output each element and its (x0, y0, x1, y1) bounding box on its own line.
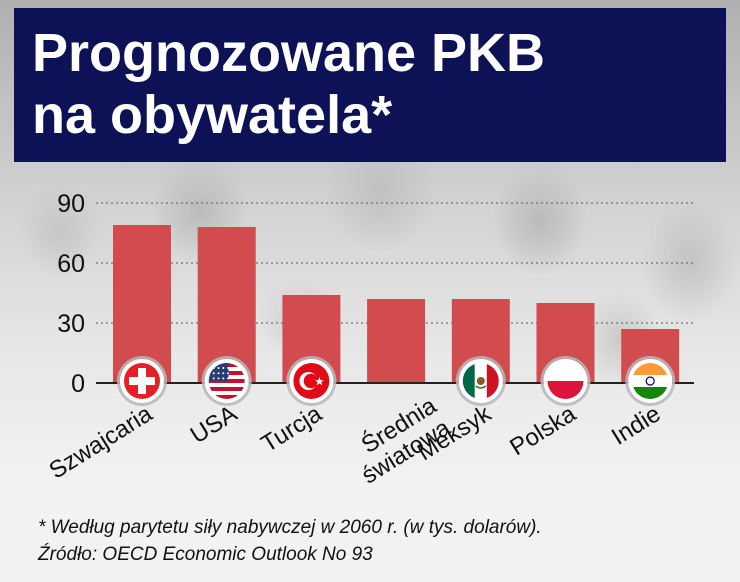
x-tick-label: Polska (505, 400, 581, 461)
source-text: Źródło: OECD Economic Outlook No 93 (38, 544, 373, 565)
usa-flag-icon (201, 356, 252, 406)
y-tick-label: 90 (57, 190, 85, 218)
title-banner: Prognozowane PKB na obywatela* (14, 8, 726, 162)
bars (113, 225, 680, 383)
switzerland-flag-icon (117, 356, 167, 406)
flags (117, 356, 676, 406)
chart-title: Prognozowane PKB na obywatela* (32, 23, 546, 145)
x-tick-label: Turcja (256, 400, 327, 458)
x-tick-label: USA (186, 400, 242, 449)
footnote-block: * Według parytetu siły nabywczej w 2060 … (38, 514, 718, 568)
poland-flag-icon (540, 356, 591, 406)
x-tick-label: Indie (607, 400, 665, 450)
india-flag-icon (625, 356, 676, 406)
bar-średnia-światowa (367, 299, 426, 383)
y-tick-label: 60 (57, 250, 85, 278)
y-axis-ticks: 0 30 60 90 (57, 190, 85, 398)
x-tick-label: Szwajcaria (44, 400, 157, 485)
footnote-text: * Według parytetu siły nabywczej w 2060 … (38, 517, 542, 538)
turkey-flag-icon (286, 356, 337, 406)
y-tick-label: 30 (57, 310, 85, 338)
x-axis-labels: Szwajcaria USA Turcja ŚredniaświatowaMeksyk… (44, 391, 665, 489)
y-tick-label: 0 (71, 370, 85, 398)
mexico-flag-icon (455, 356, 506, 406)
